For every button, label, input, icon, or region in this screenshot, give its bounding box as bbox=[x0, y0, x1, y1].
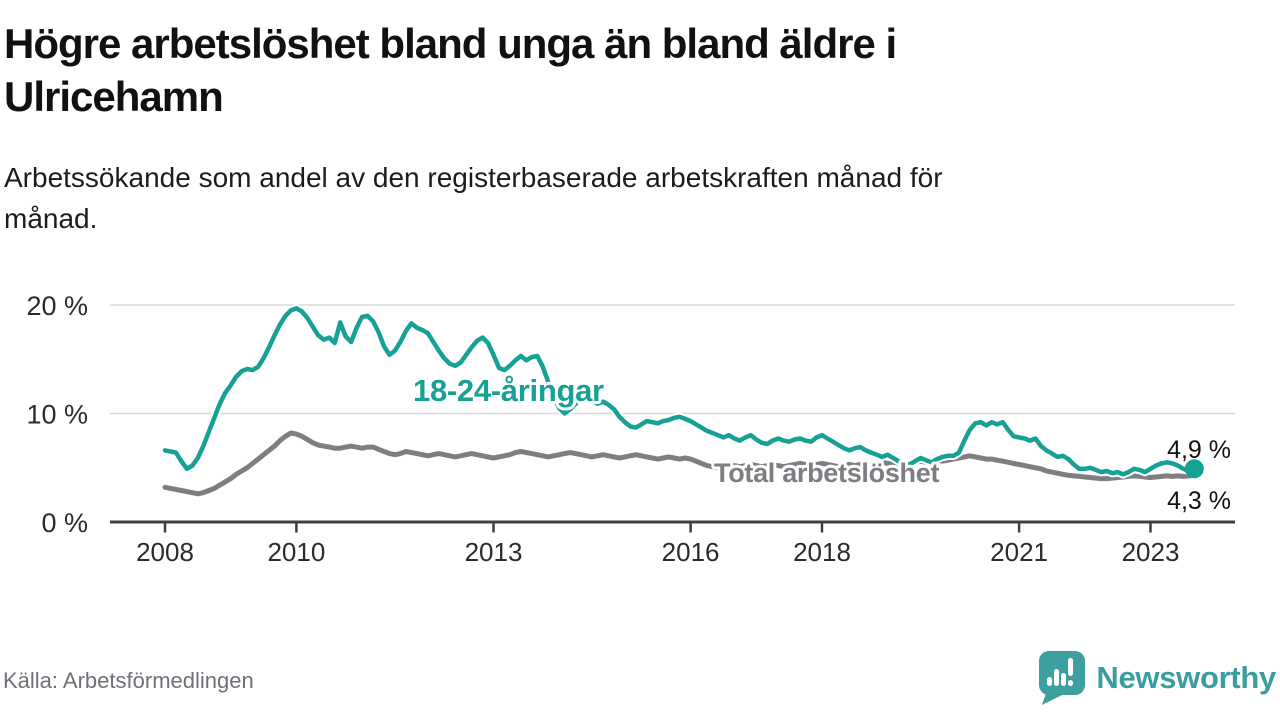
logo-bar-small bbox=[1047, 677, 1053, 686]
total-series-label: Total arbetslöshet bbox=[714, 458, 939, 488]
y-tick-label-20: 20 % bbox=[26, 291, 88, 321]
page-title: Högre arbetslöshet bland unga än bland ä… bbox=[4, 20, 897, 120]
y-tick-label-0: 0 % bbox=[41, 508, 88, 538]
y-tick-label-10: 10 % bbox=[26, 400, 88, 430]
total-end-label: 4,3 % bbox=[1167, 487, 1231, 515]
logo-exclamation-stem bbox=[1068, 658, 1074, 676]
youth-end-dot bbox=[1184, 459, 1204, 479]
youth-series-label: 18-24-åringar bbox=[413, 373, 604, 408]
youth-end-label: 4,9 % bbox=[1167, 436, 1231, 464]
x-tick-label-2023: 2023 bbox=[1122, 537, 1180, 567]
x-tick-label-2016: 2016 bbox=[662, 537, 720, 567]
x-tick-label-2008: 2008 bbox=[136, 537, 194, 567]
x-tick-label-2018: 2018 bbox=[793, 537, 851, 567]
x-tick-label-2010: 2010 bbox=[267, 537, 325, 567]
x-tick-label-2021: 2021 bbox=[990, 537, 1048, 567]
page-subtitle: Arbetssökande som andel av den registerb… bbox=[4, 162, 943, 234]
brand-name: Newsworthy bbox=[1096, 660, 1276, 695]
logo-bar-mid bbox=[1061, 673, 1067, 686]
x-tick-label-2013: 2013 bbox=[465, 537, 523, 567]
total-series-line bbox=[162, 430, 1197, 497]
logo-bar-tall bbox=[1054, 669, 1060, 686]
source-note: Källa: Arbetsförmedlingen bbox=[3, 668, 254, 693]
newsworthy-bubble-icon bbox=[1039, 651, 1086, 705]
brand-logo: Newsworthy bbox=[1038, 650, 1276, 706]
logo-exclamation-dot bbox=[1068, 680, 1074, 686]
youth-series-line bbox=[162, 306, 1197, 477]
